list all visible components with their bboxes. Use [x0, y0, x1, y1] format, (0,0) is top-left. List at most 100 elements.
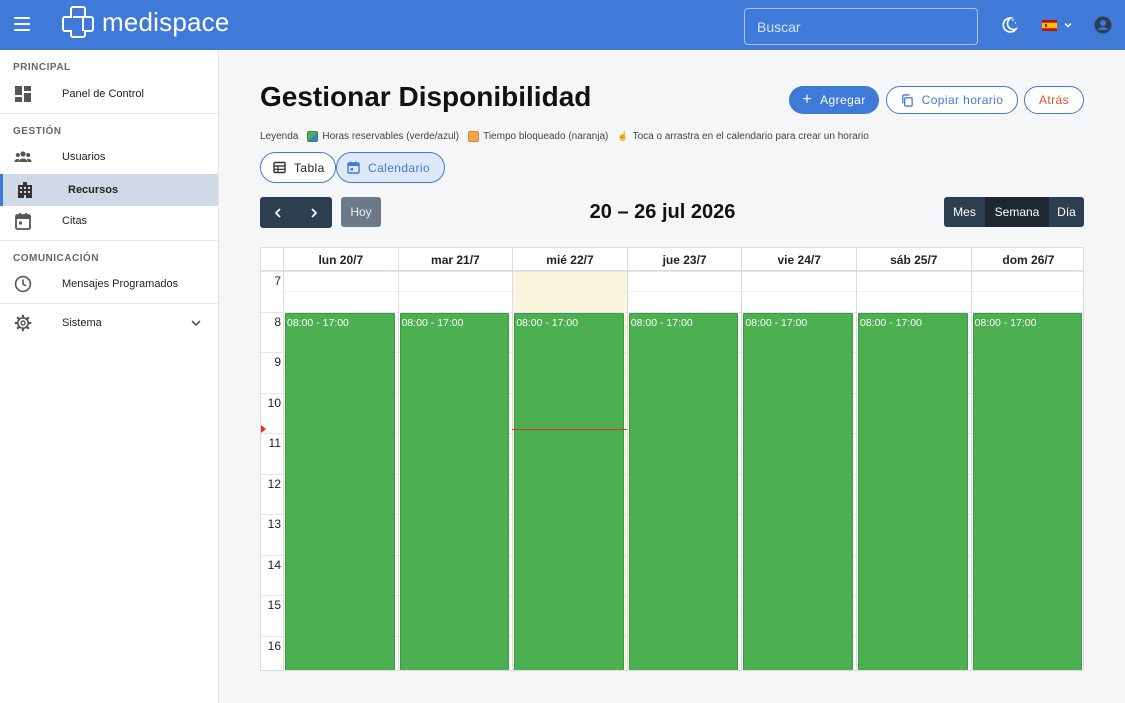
brand-name: medispace — [102, 6, 230, 37]
chevron-down-icon — [191, 320, 201, 327]
sidebar-item-label: Sistema — [62, 317, 102, 329]
day-column-line — [512, 248, 514, 670]
availability-event[interactable]: 08:00 - 17:00 — [285, 312, 395, 670]
section-title-principal: PRINCIPAL — [13, 62, 71, 73]
sidebar-item-label: Mensajes Programados — [62, 278, 179, 290]
day-header[interactable]: mié 22/7 — [512, 248, 627, 271]
hour-label: 15 — [267, 598, 281, 612]
spain-flag-icon[interactable] — [1042, 20, 1057, 31]
day-column-line — [741, 248, 743, 670]
view-day-button[interactable]: Día — [1049, 197, 1084, 227]
day-column-line — [856, 248, 857, 670]
sidebar-item-resources[interactable]: Recursos — [0, 174, 218, 206]
availability-event[interactable]: 08:00 - 17:00 — [972, 312, 1083, 670]
building-icon — [18, 182, 32, 198]
legend-bookable: Horas reservables (verde/azul) — [322, 131, 460, 142]
copy-button-label: Copiar horario — [921, 93, 1004, 107]
tab-table-label: Tabla — [294, 160, 325, 175]
plus-icon: + — [802, 91, 813, 108]
sidebar-item-users[interactable]: Usuarios — [0, 141, 218, 173]
hour-label: 14 — [267, 557, 281, 572]
legend-hint: Toca o arrastra en el calendario para cr… — [632, 131, 869, 142]
day-header[interactable]: dom 26/7 — [970, 248, 1083, 271]
back-button[interactable]: Atrás — [1024, 86, 1084, 114]
tab-table[interactable]: Tabla — [260, 152, 336, 183]
section-title-gestion: GESTIÓN — [13, 126, 62, 137]
chevron-right-icon — [311, 207, 318, 218]
copy-schedule-button[interactable]: Copiar horario — [886, 86, 1018, 114]
hour-label: 7 — [274, 274, 281, 288]
menu-icon[interactable] — [14, 17, 30, 31]
sidebar-item-label: Recursos — [68, 184, 119, 196]
prev-week-button[interactable] — [260, 197, 296, 228]
day-column-line — [397, 248, 399, 670]
day-header[interactable]: vie 24/7 — [741, 248, 856, 271]
sidebar-item-label: Usuarios — [62, 151, 106, 163]
day-column-line — [970, 248, 972, 670]
users-icon — [14, 151, 32, 162]
date-range-title: 20 – 26 jul 2026 — [589, 201, 736, 223]
logo[interactable]: medispace — [60, 4, 230, 40]
sidebar-item-dashboard[interactable]: Panel de Control — [0, 78, 218, 110]
view-switcher: Mes Semana Día — [944, 197, 1084, 227]
sidebar-item-system[interactable]: Sistema — [0, 307, 218, 339]
availability-event[interactable]: 08:00 - 17:00 — [858, 312, 968, 670]
availability-event[interactable]: 08:00 - 17:00 — [399, 312, 510, 670]
legend-blocked: Tiempo bloqueado (naranja) — [483, 131, 609, 142]
search-input[interactable] — [744, 8, 978, 45]
half-hour-line — [283, 291, 1083, 293]
page-title: Gestionar Disponibilidad — [260, 81, 592, 112]
legend-title: Leyenda — [260, 131, 299, 142]
back-button-label: Atrás — [1038, 93, 1069, 107]
today-button[interactable]: Hoy — [341, 197, 381, 227]
hour-label: 8 — [274, 314, 281, 329]
medical-cross-icon — [62, 6, 94, 38]
availability-event[interactable]: 08:00 - 17:00 — [628, 312, 739, 670]
calendar-icon — [347, 161, 360, 174]
add-button[interactable]: + Agregar — [789, 86, 879, 114]
hour-label: 9 — [274, 355, 281, 369]
account-icon[interactable] — [1094, 16, 1112, 34]
divider — [0, 303, 218, 304]
availability-event[interactable]: 08:00 - 17:00 — [514, 312, 624, 670]
hour-label: 13 — [267, 517, 281, 531]
section-title-comunicacion: COMUNICACIÓN — [13, 253, 99, 264]
sidebar-item-scheduled-messages[interactable]: Mensajes Programados — [0, 268, 218, 300]
dark-mode-icon[interactable] — [1000, 16, 1018, 34]
hour-label: 11 — [268, 436, 281, 450]
day-header[interactable]: jue 23/7 — [626, 248, 742, 271]
current-time-marker — [261, 424, 266, 433]
next-week-button[interactable] — [296, 197, 332, 228]
chevron-left-icon — [274, 207, 281, 218]
day-header[interactable]: sáb 25/7 — [856, 248, 971, 271]
pointer-hand-icon: ☝ — [617, 131, 629, 141]
week-calendar[interactable]: lun 20/7 mar 21/7 mié 22/7 jue 23/7 vie 24/7… — [260, 247, 1084, 671]
day-header[interactable]: lun 20/7 — [283, 248, 398, 271]
legend-swatch-blocked — [468, 131, 480, 142]
calendar-nav — [260, 197, 332, 228]
divider — [0, 113, 218, 114]
day-column-line — [626, 248, 628, 670]
hour-label: 16 — [267, 638, 281, 653]
legend: Leyenda Horas reservables (verde/azul) T… — [260, 131, 869, 142]
availability-event[interactable]: 08:00 - 17:00 — [743, 312, 853, 670]
view-week-button[interactable]: Semana — [985, 197, 1049, 227]
copy-icon — [901, 93, 913, 107]
view-month-button[interactable]: Mes — [944, 197, 985, 227]
sidebar: PRINCIPAL Panel de Control GESTIÓN Usuar… — [0, 50, 219, 703]
sidebar-item-label: Citas — [62, 215, 88, 227]
hour-label: 10 — [267, 395, 281, 410]
chevron-down-icon[interactable] — [1063, 20, 1073, 30]
hour-line — [261, 271, 1083, 272]
day-column-line — [283, 248, 284, 670]
hour-label: 12 — [267, 476, 281, 491]
day-header[interactable]: mar 21/7 — [397, 248, 513, 271]
calendar-icon — [15, 213, 31, 230]
clock-icon — [14, 275, 32, 293]
dashboard-icon — [15, 86, 31, 102]
top-bar: medispace — [0, 0, 1125, 50]
table-icon — [273, 161, 286, 174]
gear-icon — [14, 314, 32, 332]
sidebar-item-appointments[interactable]: Citas — [0, 205, 218, 237]
tab-calendar[interactable]: Calendario — [336, 152, 445, 183]
